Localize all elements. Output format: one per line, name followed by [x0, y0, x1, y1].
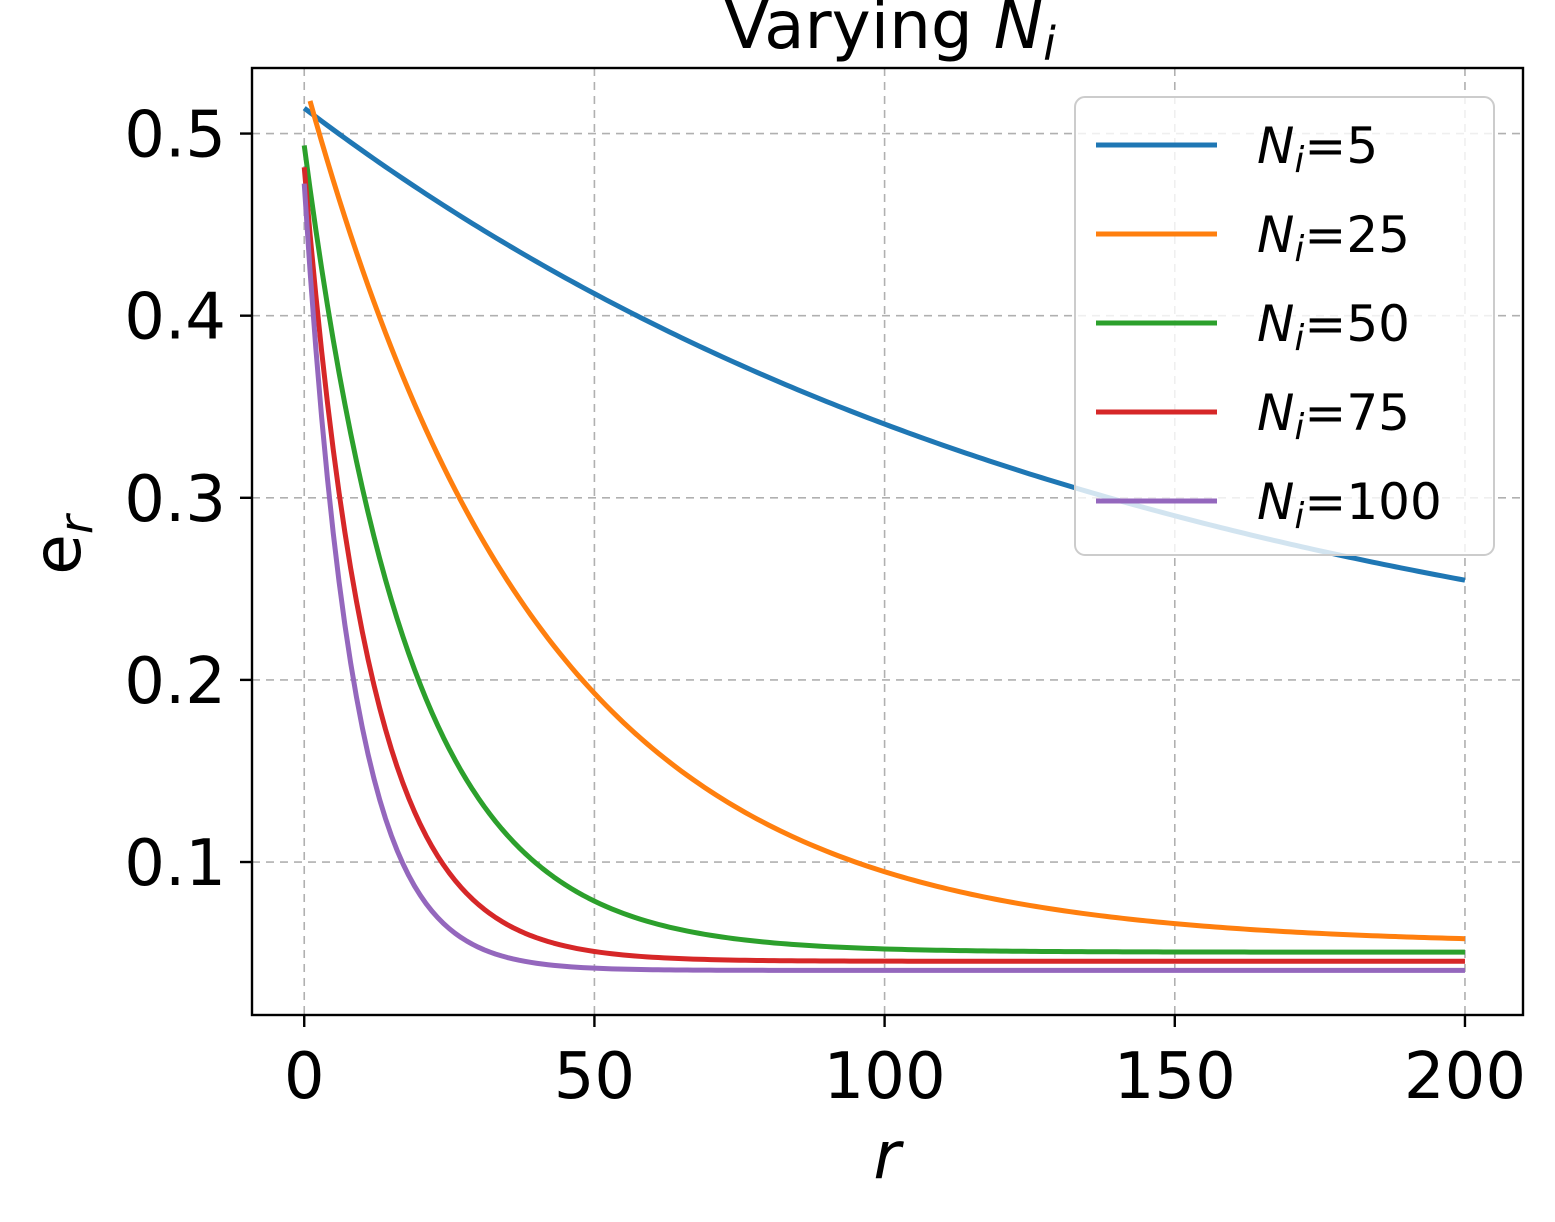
x-tick-label: 200 [1404, 1040, 1526, 1114]
x-tick-label: 100 [824, 1040, 946, 1114]
y-tick-label: 0.1 [124, 827, 226, 901]
legend-label-3: Ni=50 [1257, 295, 1410, 359]
legend-label-5: Ni=100 [1257, 473, 1442, 537]
y-tick-label: 0.2 [124, 645, 226, 719]
chart-legend: Ni=5 Ni=25 Ni=50 Ni=75 Ni=100 [1074, 96, 1495, 556]
plot-frame [250, 66, 1525, 1017]
legend-box [1074, 96, 1495, 556]
series-line-4 [301, 167, 1465, 964]
x-tick-label: 0 [284, 1040, 325, 1114]
legend-label-4: Ni=75 [1257, 384, 1410, 448]
x-tick-label: 150 [1114, 1040, 1236, 1114]
y-tick-label: 0.5 [124, 99, 226, 173]
series-lines [301, 100, 1466, 973]
series-line-2 [307, 100, 1466, 942]
series-line-5 [301, 183, 1465, 973]
legend-label-1: Ni=5 [1257, 117, 1378, 181]
x-tick-label: 50 [554, 1040, 635, 1114]
axis-ticks: 0 50 100 150 200 0.1 0.2 0.3 0.4 0.5 [124, 99, 1526, 1114]
y-tick-label: 0.4 [124, 281, 226, 355]
series-line-3 [301, 145, 1465, 955]
legend-label-2: Ni=25 [1257, 206, 1410, 270]
chart-title: Varying Ni [724, 0, 1056, 71]
x-axis-label: r [873, 1117, 904, 1194]
y-tick-label: 0.3 [124, 463, 226, 537]
y-axis-label: er [19, 512, 103, 575]
